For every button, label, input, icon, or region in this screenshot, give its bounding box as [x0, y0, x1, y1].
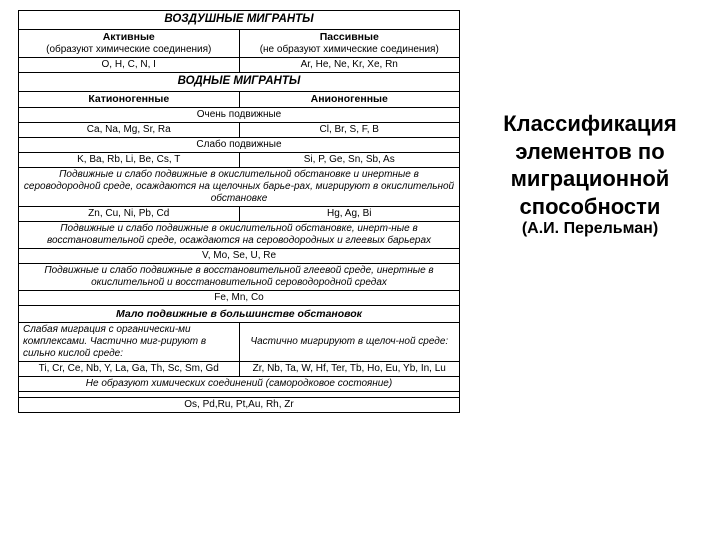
col-header-active-sub: (образуют химические соединения) [46, 44, 211, 55]
table-row: Fe, Mn, Co [19, 290, 460, 305]
table-row: Os, Pd,Ru, Pt,Au, Rh, Zr [19, 398, 460, 413]
cell-anion-3: Hg, Ag, Bi [239, 206, 460, 221]
cell-anion-2: Si, P, Ge, Sn, Sb, As [239, 152, 460, 167]
caption-author: (А.И. Перельман) [468, 220, 712, 238]
note-oxidizing-1: Подвижные и слабо подвижные в окислитель… [19, 167, 460, 206]
table-row: Активные (образуют химические соединения… [19, 29, 460, 58]
classification-table: ВОЗДУШНЫЕ МИГРАНТЫ Активные (образуют хи… [18, 10, 460, 413]
table-row: Zn, Cu, Ni, Pb, Cd Hg, Ag, Bi [19, 206, 460, 221]
table-row: Мало подвижные в большинстве обстановок [19, 305, 460, 323]
table-row: Ti, Cr, Ce, Nb, Y, La, Ga, Th, Sc, Sm, G… [19, 362, 460, 377]
table-row: Подвижные и слабо подвижные в окислитель… [19, 221, 460, 248]
caption-block: Классификация элементов по миграционной … [460, 0, 720, 540]
table-row: Не образуют химических соединений (самор… [19, 377, 460, 392]
cell-row5: Fe, Mn, Co [19, 290, 460, 305]
subheader-weakly-mobile: Слабо подвижные [19, 137, 460, 152]
col-header-passive-title: Пассивные [320, 31, 379, 43]
cell-organic-migration: Слабая миграция с органически-ми комплек… [19, 323, 240, 362]
table-row: Катионогенные Анионогенные [19, 92, 460, 108]
col-header-active: Активные (образуют химические соединения… [19, 29, 240, 58]
cell-native-elements: Os, Pd,Ru, Pt,Au, Rh, Zr [19, 398, 460, 413]
col-header-passive-sub: (не образуют химические соединения) [260, 44, 439, 55]
col-header-anion: Анионогенные [239, 92, 460, 108]
cell-cation-2: K, Ba, Rb, Li, Be, Cs, T [19, 152, 240, 167]
cell-cation-1: Ca, Na, Mg, Sr, Ra [19, 122, 240, 137]
section-header-air: ВОЗДУШНЫЕ МИГРАНТЫ [19, 11, 460, 30]
cell-passive-elements: Ar, He, Ne, Kr, Xe, Rn [239, 58, 460, 73]
table-row: K, Ba, Rb, Li, Be, Cs, T Si, P, Ge, Sn, … [19, 152, 460, 167]
col-header-cation: Катионогенные [19, 92, 240, 108]
cell-anion-1: Cl, Br, S, F, B [239, 122, 460, 137]
section-header-water: ВОДНЫЕ МИГРАНТЫ [19, 73, 460, 92]
table-row: Слабая миграция с органически-ми комплек… [19, 323, 460, 362]
table-row: ВОДНЫЕ МИГРАНТЫ [19, 73, 460, 92]
cell-alkaline-migration: Частично мигрируют в щелоч-ной среде: [239, 323, 460, 362]
cell-row4: V, Mo, Se, U, Re [19, 248, 460, 263]
table-row: Очень подвижные [19, 107, 460, 122]
classification-table-container: ВОЗДУШНЫЕ МИГРАНТЫ Активные (образуют хи… [0, 0, 460, 540]
note-reducing: Подвижные и слабо подвижные в восстанови… [19, 263, 460, 290]
col-header-passive: Пассивные (не образуют химические соедин… [239, 29, 460, 58]
table-row: Подвижные и слабо подвижные в восстанови… [19, 263, 460, 290]
table-row: O, H, C, N, I Ar, He, Ne, Kr, Xe, Rn [19, 58, 460, 73]
subheader-very-mobile: Очень подвижные [19, 107, 460, 122]
table-row: Подвижные и слабо подвижные в окислитель… [19, 167, 460, 206]
table-row: V, Mo, Se, U, Re [19, 248, 460, 263]
col-header-active-title: Активные [103, 31, 155, 43]
subheader-low-mobile: Мало подвижные в большинстве обстановок [19, 305, 460, 323]
table-row: Ca, Na, Mg, Sr, Ra Cl, Br, S, F, B [19, 122, 460, 137]
caption-title: Классификация элементов по миграционной … [468, 110, 712, 220]
note-oxidizing-2: Подвижные и слабо подвижные в окислитель… [19, 221, 460, 248]
table-row: Слабо подвижные [19, 137, 460, 152]
note-native-state: Не образуют химических соединений (самор… [19, 377, 460, 392]
cell-elements-7b: Zr, Nb, Ta, W, Hf, Ter, Tb, Ho, Eu, Yb, … [239, 362, 460, 377]
table-row: ВОЗДУШНЫЕ МИГРАНТЫ [19, 11, 460, 30]
cell-elements-7a: Ti, Cr, Ce, Nb, Y, La, Ga, Th, Sc, Sm, G… [19, 362, 240, 377]
cell-active-elements: O, H, C, N, I [19, 58, 240, 73]
cell-cation-3: Zn, Cu, Ni, Pb, Cd [19, 206, 240, 221]
